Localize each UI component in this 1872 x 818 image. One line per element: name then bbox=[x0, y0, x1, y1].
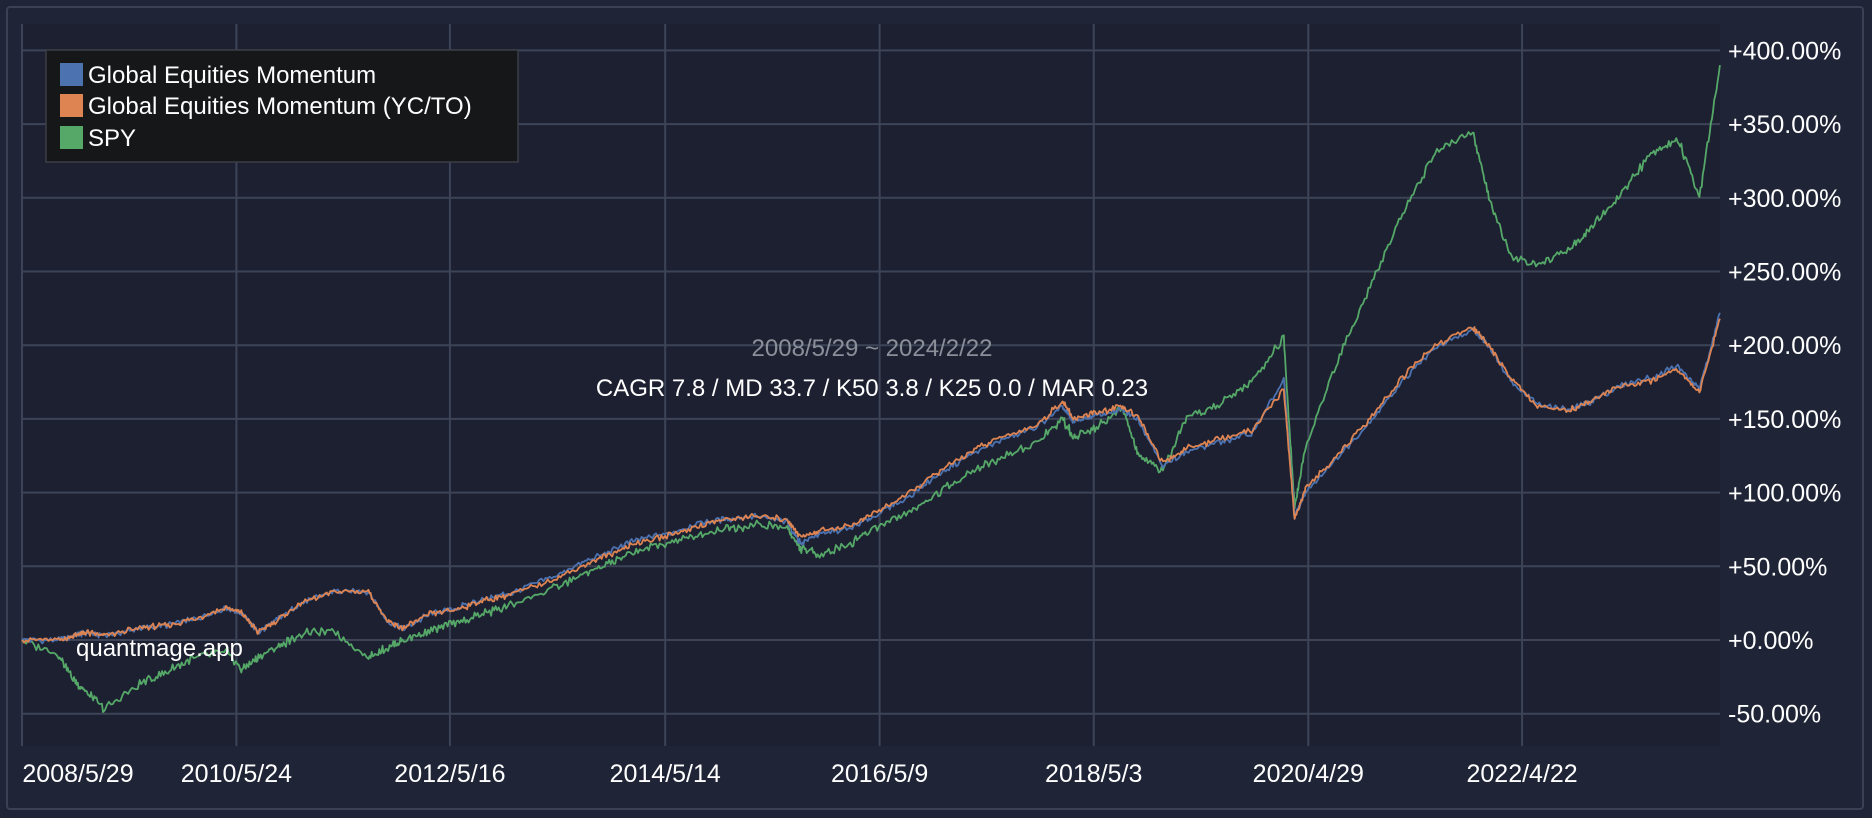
legend-label-gem: Global Equities Momentum bbox=[88, 62, 376, 89]
legend-swatch-spy bbox=[60, 126, 83, 149]
legend-label-spy: SPY bbox=[88, 125, 136, 152]
y-tick-label: +300.00% bbox=[1728, 185, 1841, 213]
x-tick-label: 2018/5/3 bbox=[1045, 760, 1142, 788]
x-tick-label: 2012/5/16 bbox=[394, 760, 505, 788]
series-line bbox=[21, 64, 1721, 713]
legend-swatch-gem-yc-to bbox=[60, 94, 83, 117]
legend-label-gem-yc-to: Global Equities Momentum (YC/TO) bbox=[88, 93, 472, 120]
x-tick-label: 2010/5/24 bbox=[181, 760, 292, 788]
legend-box bbox=[45, 49, 519, 163]
watermark: quantmage.app bbox=[76, 635, 243, 662]
y-tick-label: +0.00% bbox=[1728, 627, 1814, 655]
series-line bbox=[21, 318, 1721, 644]
legend-swatch-gem bbox=[60, 63, 83, 86]
x-tick-label: 2022/4/22 bbox=[1466, 760, 1577, 788]
annotation-stats: CAGR 7.8 / MD 33.7 / K50 3.8 / K25 0.0 /… bbox=[596, 375, 1148, 402]
chart-frame bbox=[6, 6, 1864, 810]
y-tick-label: +350.00% bbox=[1728, 111, 1841, 139]
y-tick-label: +50.00% bbox=[1728, 553, 1827, 581]
x-tick-label: 2014/5/14 bbox=[610, 760, 721, 788]
x-axis-ticks: 2008/5/29 2010/5/24 2012/5/16 2014/5/14 2016… bbox=[22, 760, 1577, 788]
annotation-date-range: 2008/5/29 ~ 2024/2/22 bbox=[752, 335, 993, 362]
legend: Global Equities Momentum Global Equities… bbox=[45, 49, 519, 163]
x-tick-label: 2020/4/29 bbox=[1253, 760, 1364, 788]
y-tick-label: -50.00% bbox=[1728, 701, 1821, 729]
y-tick-label: +100.00% bbox=[1728, 480, 1841, 508]
x-tick-label: 2016/5/9 bbox=[831, 760, 928, 788]
y-tick-label: +200.00% bbox=[1728, 332, 1841, 360]
y-axis-ticks: +400.00% +350.00% +300.00% +250.00% +200.00%… bbox=[1728, 37, 1841, 728]
y-tick-label: +150.00% bbox=[1728, 406, 1841, 434]
y-tick-label: +400.00% bbox=[1728, 37, 1841, 65]
y-tick-label: +250.00% bbox=[1728, 259, 1841, 287]
x-tick-label: 2008/5/29 bbox=[22, 760, 133, 788]
series-lines bbox=[21, 64, 1721, 713]
